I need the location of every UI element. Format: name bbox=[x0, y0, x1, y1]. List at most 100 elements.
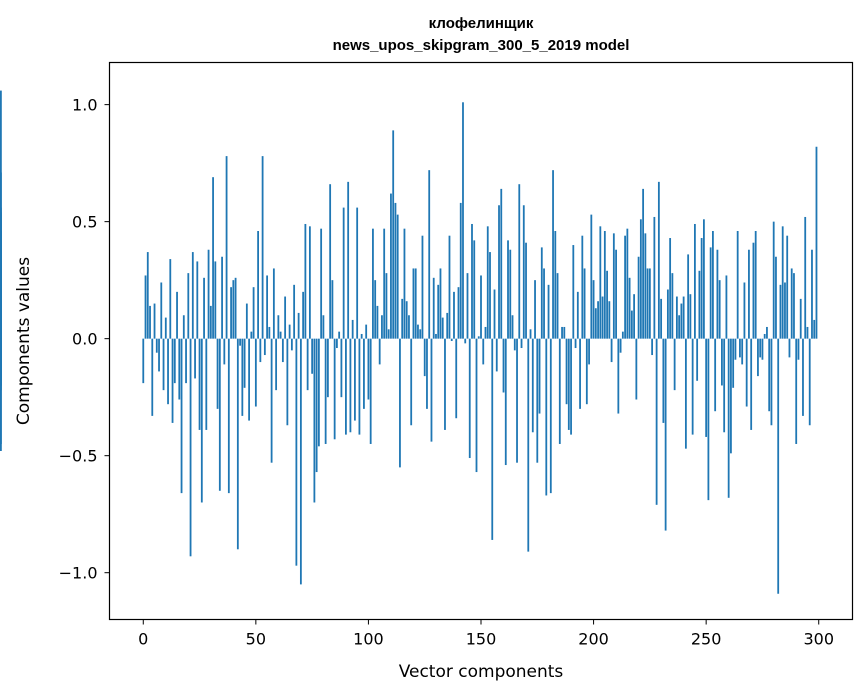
bar-26 bbox=[200, 338, 203, 503]
bar-113 bbox=[396, 214, 399, 339]
bar-198 bbox=[588, 338, 590, 365]
bar-25 bbox=[198, 338, 201, 430]
bar-235 bbox=[671, 273, 674, 339]
bar-28 bbox=[205, 338, 208, 430]
y-axis-ticks: −1.0 −0.5 0.0 0.5 1.0 bbox=[59, 96, 110, 583]
bar-21 bbox=[189, 338, 192, 557]
bar-281 bbox=[775, 256, 777, 339]
bar-22 bbox=[191, 252, 194, 339]
bar-142 bbox=[462, 102, 464, 339]
bar-266 bbox=[741, 338, 744, 365]
bar-298 bbox=[813, 319, 816, 339]
bar-288 bbox=[790, 268, 793, 339]
bar-261 bbox=[730, 338, 732, 454]
x-tick-label-4: 200 bbox=[578, 630, 609, 649]
bar-8 bbox=[160, 282, 163, 339]
bar-253 bbox=[712, 231, 714, 339]
bar-43 bbox=[239, 338, 241, 346]
bar-168 bbox=[520, 338, 523, 349]
bar-192 bbox=[574, 338, 577, 349]
bar-141 bbox=[459, 202, 462, 339]
bar-254 bbox=[714, 338, 717, 412]
bar-17 bbox=[180, 338, 183, 494]
bar-108 bbox=[385, 273, 388, 339]
bar-299 bbox=[815, 146, 818, 339]
bar-190 bbox=[570, 338, 572, 435]
bar-91 bbox=[347, 181, 350, 339]
bar-239 bbox=[680, 303, 683, 339]
bar-55 bbox=[266, 275, 269, 339]
bar-210 bbox=[615, 249, 617, 339]
bar-87 bbox=[338, 331, 341, 339]
bar-250 bbox=[705, 338, 708, 437]
bar-275 bbox=[761, 338, 764, 360]
bar-82 bbox=[326, 338, 329, 398]
bar-84 bbox=[331, 280, 334, 339]
bar-120 bbox=[412, 268, 415, 339]
bar-3 bbox=[149, 305, 151, 339]
bar-78 bbox=[317, 338, 320, 447]
bar-95 bbox=[356, 207, 359, 339]
bar-236 bbox=[673, 338, 676, 391]
bar-102 bbox=[372, 228, 374, 339]
bar-140 bbox=[457, 287, 460, 339]
bar-30 bbox=[209, 305, 212, 339]
bars-group bbox=[0, 90, 818, 594]
bar-272 bbox=[754, 231, 757, 339]
bar-143 bbox=[464, 338, 467, 344]
bar-228 bbox=[655, 338, 658, 505]
bar-224 bbox=[646, 268, 649, 339]
bar-58 bbox=[272, 268, 275, 339]
bar-125 bbox=[423, 338, 426, 377]
bar-232 bbox=[664, 338, 667, 531]
bar-153 bbox=[486, 226, 489, 339]
bar-292 bbox=[799, 298, 802, 339]
bar-60 bbox=[277, 315, 280, 339]
bar-14 bbox=[173, 338, 176, 384]
bar-119 bbox=[410, 338, 413, 426]
bar-46 bbox=[245, 303, 248, 339]
bar-138 bbox=[453, 291, 455, 339]
bar-73 bbox=[306, 338, 309, 391]
bar-178 bbox=[543, 268, 545, 339]
bar-53 bbox=[261, 156, 264, 339]
bar-151 bbox=[482, 338, 485, 365]
bar-221 bbox=[639, 219, 642, 339]
bar-177 bbox=[540, 247, 543, 339]
bar-122 bbox=[417, 324, 419, 339]
bar-62 bbox=[281, 338, 284, 363]
bar-171 bbox=[527, 338, 530, 552]
bar-152 bbox=[484, 326, 487, 339]
bar-291 bbox=[797, 338, 800, 360]
bar-68 bbox=[295, 338, 298, 566]
bar-80 bbox=[322, 315, 325, 339]
bar-72 bbox=[304, 223, 307, 339]
bar-206 bbox=[606, 270, 608, 339]
y-tick-label-3: 0.5 bbox=[72, 213, 97, 232]
bar-167 bbox=[518, 184, 521, 339]
bar-249 bbox=[702, 219, 705, 339]
bar-170 bbox=[525, 242, 527, 339]
bar-54 bbox=[263, 338, 266, 356]
bar-196 bbox=[583, 268, 586, 339]
bar-216 bbox=[628, 277, 631, 339]
bar-241 bbox=[684, 338, 687, 449]
bar-32 bbox=[214, 261, 217, 339]
bar-81 bbox=[324, 338, 327, 444]
bar-115 bbox=[401, 298, 404, 339]
bar-20 bbox=[187, 273, 190, 339]
bar-89 bbox=[342, 207, 345, 339]
bar-110 bbox=[390, 193, 392, 339]
bar-245 bbox=[693, 223, 696, 339]
bar-37 bbox=[225, 156, 228, 339]
bar-175 bbox=[536, 338, 539, 463]
bar-237 bbox=[675, 296, 678, 339]
y-axis-label: Components values bbox=[14, 257, 34, 425]
bar-195 bbox=[581, 235, 584, 339]
bar-71 bbox=[302, 291, 305, 339]
bar-74 bbox=[308, 226, 311, 339]
bar-173 bbox=[531, 338, 534, 433]
bar-189 bbox=[567, 338, 570, 430]
bar-159 bbox=[500, 188, 503, 339]
bar-284 bbox=[781, 226, 784, 339]
